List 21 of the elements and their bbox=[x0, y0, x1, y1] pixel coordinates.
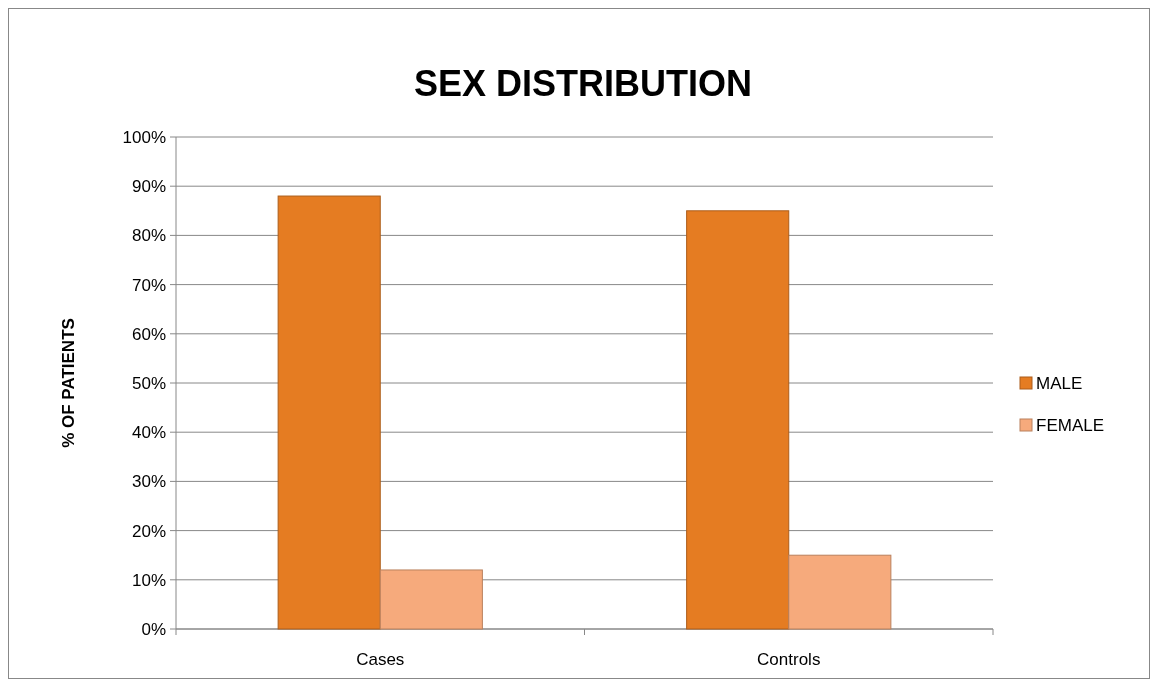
y-tick-label: 20% bbox=[131, 521, 166, 541]
y-tick-label: 100% bbox=[122, 127, 166, 147]
legend-label: MALE bbox=[1036, 373, 1083, 393]
y-tick-label: 70% bbox=[131, 275, 166, 295]
y-tick-label: 0% bbox=[141, 619, 166, 639]
y-tick-label: 80% bbox=[131, 226, 166, 246]
y-tick-label: 10% bbox=[131, 570, 166, 590]
y-tick-label: 60% bbox=[131, 324, 166, 344]
bar bbox=[379, 569, 483, 630]
legend-label: FEMALE bbox=[1036, 415, 1105, 435]
bar bbox=[277, 195, 381, 630]
y-tick-label: 90% bbox=[131, 177, 166, 197]
x-tick-label: Cases bbox=[356, 650, 405, 669]
bar bbox=[788, 554, 892, 630]
chart-title: SEX DISTRIBUTION bbox=[413, 63, 753, 104]
bar bbox=[686, 210, 790, 630]
y-tick-label: 30% bbox=[131, 472, 166, 492]
x-tick-label: Controls bbox=[757, 650, 821, 669]
y-tick-label: 50% bbox=[131, 373, 166, 393]
y-axis-title: % OF PATIENTS bbox=[59, 318, 78, 448]
y-tick-label: 40% bbox=[131, 423, 166, 443]
